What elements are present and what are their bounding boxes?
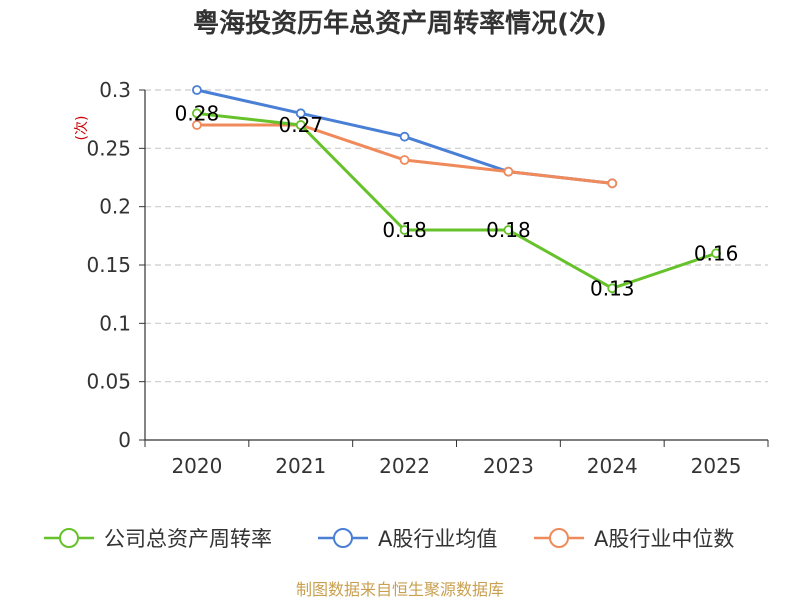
data-label: 0.16 [694,241,739,265]
data-point [399,225,410,235]
y-tick-label: 0.15 [86,253,131,277]
x-tick-label: 2024 [587,454,638,478]
data-label: 0.27 [278,113,323,137]
legend-item: 公司总资产周转率 [44,527,272,551]
x-tick-label: 2021 [275,454,326,478]
y-tick-label: 0.2 [99,195,131,219]
source-note: 制图数据来自恒生聚源数据库 [296,580,504,599]
legend: 公司总资产周转率 A股行业均值 A股行业中位数 [44,527,734,551]
data-point [399,131,410,142]
legend-label: A股行业中位数 [594,527,734,551]
legend-item: A股行业均值 [318,527,497,551]
y-tick-label: 0.05 [86,370,131,394]
data-point [503,166,514,177]
legend-marker [59,528,79,548]
y-tick-label: 0.1 [99,311,131,335]
legend-marker [333,528,353,548]
x-tick-label: 2022 [379,454,430,478]
data-point [607,283,618,294]
series-group [192,85,721,294]
data-point [295,108,306,119]
data-point [399,155,410,165]
data-point [192,120,202,130]
data-point [192,85,202,95]
series-0 [192,108,721,294]
data-label: 0.13 [590,276,635,300]
series-line [196,111,717,290]
data-label: 0.18 [486,218,531,242]
data-label: 0.18 [382,218,427,242]
y-tick-label: 0.3 [99,78,131,102]
y-tick-label: 0 [118,428,131,452]
x-tick-label: 2020 [171,454,222,478]
y-axis-label: (次) [74,116,90,141]
y-tick-label: 0.25 [86,136,131,160]
legend-marker [549,528,569,548]
data-point [711,248,721,259]
legend-label: A股行业均值 [378,527,497,551]
data-point [295,120,306,130]
legend-item: A股行业中位数 [534,527,734,551]
data-labels: 0.28 0.27 0.18 0.18 0.13 0.16 [175,101,739,300]
series-1 [192,85,618,189]
x-tick-label: 2023 [483,454,534,478]
legend-label: 公司总资产周转率 [104,527,272,551]
series-2 [192,120,618,189]
data-point [192,108,202,119]
axes: 0 0.05 0.1 0.15 0.2 0.25 0.3 2020 2021 2022 2023 20… [86,78,769,478]
x-tick-label: 2025 [691,454,742,478]
gridlines [145,89,768,383]
data-label: 0.28 [175,101,220,125]
chart-title: 粤海投资历年总资产周转率情况(次) [193,8,607,39]
data-point [607,178,618,189]
data-point [503,225,514,235]
